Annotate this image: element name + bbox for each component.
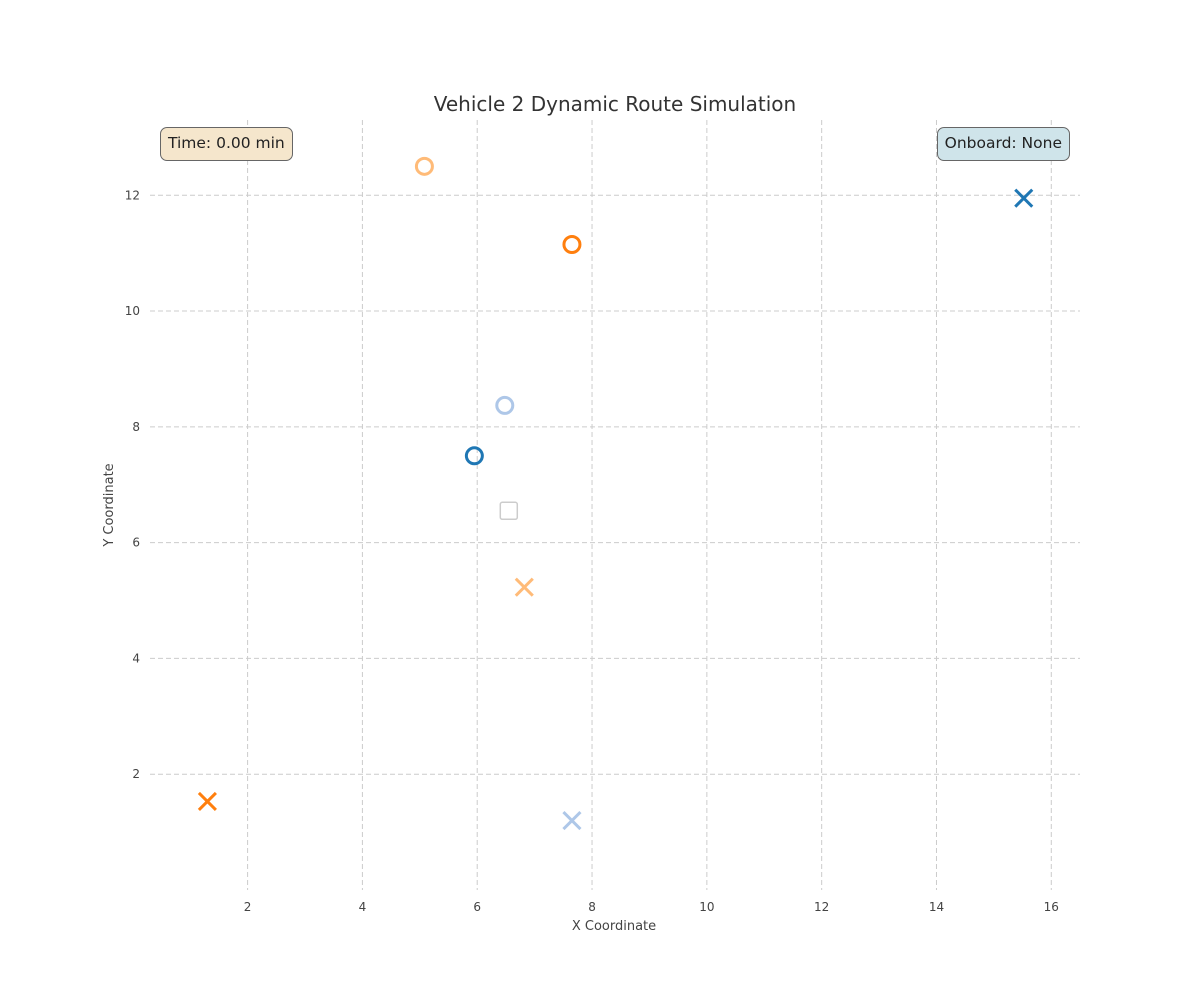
x-tick-label: 10: [699, 900, 714, 914]
y-axis-label: Y Coordinate: [102, 463, 117, 547]
tick-labels: 2 4 6 8 10 12 14 16 2 4 6 8 10 12: [125, 188, 1059, 914]
x-tick-label: 12: [814, 900, 829, 914]
y-tick-label: 8: [132, 420, 140, 434]
dropoff-point: [1014, 188, 1034, 208]
y-tick-label: 4: [132, 651, 140, 665]
x-tick-label: 6: [473, 900, 481, 914]
dropoff-point: [514, 577, 534, 597]
vehicle-marker: [499, 501, 519, 521]
dropoff-point: [562, 810, 582, 831]
x-tick-label: 16: [1044, 900, 1059, 914]
x-tick-label: 14: [929, 900, 944, 914]
x-tick-label: 2: [244, 900, 252, 914]
x-tick-label: 4: [359, 900, 367, 914]
onboard-display: Onboard: None: [936, 127, 1070, 161]
pickup-point: [464, 446, 484, 466]
time-display: Time: 0.00 min: [160, 127, 293, 161]
y-tick-label: 6: [132, 536, 140, 550]
pickup-point: [414, 156, 434, 176]
data-points: [197, 156, 1034, 831]
y-tick-label: 10: [125, 304, 140, 318]
grid: [150, 120, 1080, 890]
y-tick-label: 12: [125, 188, 140, 202]
chart-title: Vehicle 2 Dynamic Route Simulation: [434, 92, 796, 116]
pickup-point: [562, 234, 582, 254]
y-tick-label: 2: [132, 767, 140, 781]
pickup-point: [495, 395, 515, 415]
x-axis-label: X Coordinate: [572, 919, 656, 934]
x-tick-label: 8: [588, 900, 596, 914]
dropoff-point: [197, 791, 217, 811]
